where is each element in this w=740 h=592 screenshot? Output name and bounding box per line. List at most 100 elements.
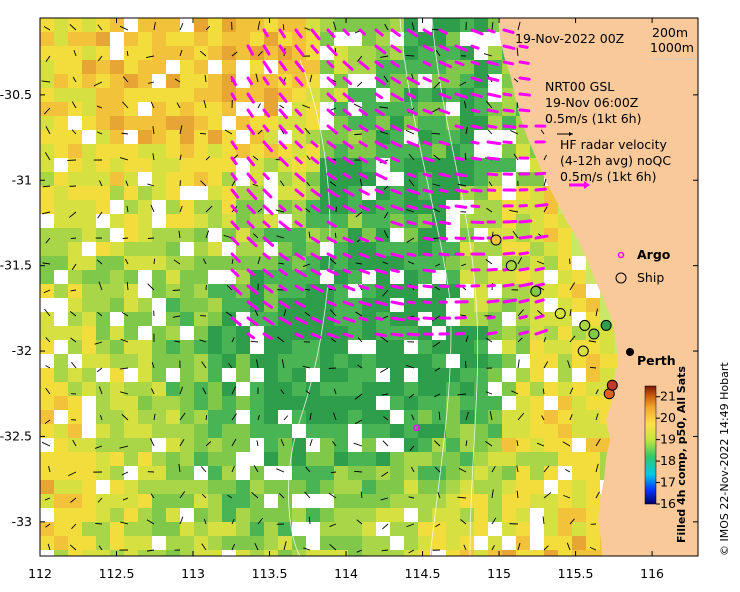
sst-cell — [418, 158, 432, 172]
gsl-arrow — [458, 467, 467, 473]
radar-arrow — [310, 284, 324, 293]
gsl-arrow — [151, 362, 155, 369]
sst-cell — [110, 60, 124, 74]
sst-cell — [124, 550, 138, 556]
sst-cell — [474, 354, 488, 368]
sst-cell — [586, 438, 600, 452]
sst-cell — [222, 452, 236, 466]
sst-cell — [110, 186, 124, 200]
sst-cell — [572, 382, 586, 396]
sst-cell — [180, 116, 194, 130]
gsl-arrow — [543, 206, 548, 213]
sst-cell — [194, 32, 208, 46]
gsl-arrow — [541, 415, 545, 421]
gsl-arrow — [308, 231, 311, 239]
sst-cell — [502, 550, 516, 556]
gsl-arrow — [536, 442, 545, 447]
sst-cell — [558, 466, 572, 480]
sst-cell — [180, 536, 194, 550]
sst-cell — [474, 242, 488, 256]
sst-cell — [236, 466, 250, 480]
sst-cell — [264, 354, 278, 368]
sst-cell — [586, 354, 600, 368]
sst-cell — [152, 172, 166, 186]
sst-cell — [348, 480, 362, 494]
sst-cell — [362, 550, 376, 556]
sst-cell — [530, 410, 544, 424]
gsl-arrow — [516, 102, 519, 109]
sst-cell — [348, 172, 362, 186]
sst-cell — [152, 270, 166, 284]
sst-cell — [278, 200, 292, 214]
sst-cell — [110, 312, 124, 326]
sst-cell — [418, 480, 432, 494]
sst-cell — [250, 396, 264, 410]
radar-arrow — [342, 124, 352, 132]
gsl-arrow — [409, 445, 415, 452]
sst-cell — [558, 354, 572, 368]
radar-arrow — [294, 28, 303, 39]
sst-cell — [110, 270, 124, 284]
sst-cell — [376, 214, 390, 228]
sst-cell — [446, 438, 460, 452]
sst-cell — [404, 144, 418, 158]
gsl-arrow — [257, 208, 263, 213]
radar-arrow — [278, 60, 288, 72]
sst-cell — [474, 438, 488, 452]
sst-cell — [488, 144, 502, 158]
radar-arrow — [502, 251, 516, 256]
sst-cell — [460, 466, 474, 480]
gsl-arrow — [537, 260, 545, 265]
gsl-arrow — [330, 471, 337, 474]
radar-arrow — [518, 251, 529, 256]
sst-cell — [250, 438, 264, 452]
sst-cell — [390, 522, 404, 536]
sst-cell — [40, 340, 54, 354]
sst-cell — [320, 354, 334, 368]
gsl-arrow — [355, 311, 363, 317]
radar-arrow — [534, 171, 547, 176]
radar-arrow — [358, 172, 369, 180]
sst-cell — [460, 368, 474, 382]
gsl-arrow — [406, 209, 415, 213]
gsl-arrow — [41, 211, 51, 215]
argo-marker — [413, 424, 420, 432]
radar-arrow — [262, 172, 270, 180]
radar-arrow — [246, 188, 258, 201]
sst-cell — [68, 354, 82, 368]
sst-cell — [68, 242, 82, 256]
sst-cell — [194, 312, 208, 326]
gsl-arrow — [126, 281, 129, 291]
sst-cell — [334, 494, 348, 508]
sst-cell — [418, 508, 432, 522]
gsl-arrow — [122, 76, 129, 83]
sst-cell — [68, 522, 82, 536]
sst-cell — [348, 494, 362, 508]
sst-cell — [306, 256, 320, 270]
perth-marker — [626, 348, 634, 356]
sst-cell — [544, 550, 558, 556]
radar-arrow — [390, 284, 404, 290]
gsl-arrow — [174, 340, 181, 343]
sst-cell — [348, 18, 362, 32]
gsl-arrow — [332, 412, 337, 421]
sst-cell — [278, 354, 292, 368]
gsl-arrow — [150, 493, 155, 499]
sst-cell — [404, 466, 418, 480]
sst-cell — [362, 410, 376, 424]
sst-cell — [236, 368, 250, 382]
gsl-arrow — [179, 23, 184, 31]
y-tick-label: -31.5 — [0, 258, 32, 273]
sst-cell — [96, 32, 110, 46]
radar-arrow — [374, 332, 387, 338]
sst-cell — [516, 424, 530, 438]
sst-cell — [558, 550, 572, 556]
sst-cell — [306, 550, 320, 556]
radar-arrow — [262, 236, 275, 247]
gsl-arrow — [72, 439, 77, 447]
sst-cell — [152, 60, 166, 74]
sst-cell — [488, 256, 502, 270]
sst-cell — [446, 32, 460, 46]
sst-cell — [502, 186, 516, 200]
sst-cell — [222, 354, 236, 368]
